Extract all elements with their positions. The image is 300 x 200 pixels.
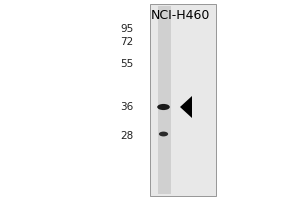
Text: NCI-H460: NCI-H460: [150, 9, 210, 22]
Bar: [150, 4, 216, 196]
Text: 95: 95: [120, 24, 134, 34]
Text: 72: 72: [120, 37, 134, 47]
Bar: [158, 6, 171, 194]
Polygon shape: [180, 96, 192, 118]
Text: 28: 28: [120, 131, 134, 141]
Text: 55: 55: [120, 59, 134, 69]
Ellipse shape: [159, 132, 168, 136]
Ellipse shape: [157, 104, 170, 110]
Text: 36: 36: [120, 102, 134, 112]
